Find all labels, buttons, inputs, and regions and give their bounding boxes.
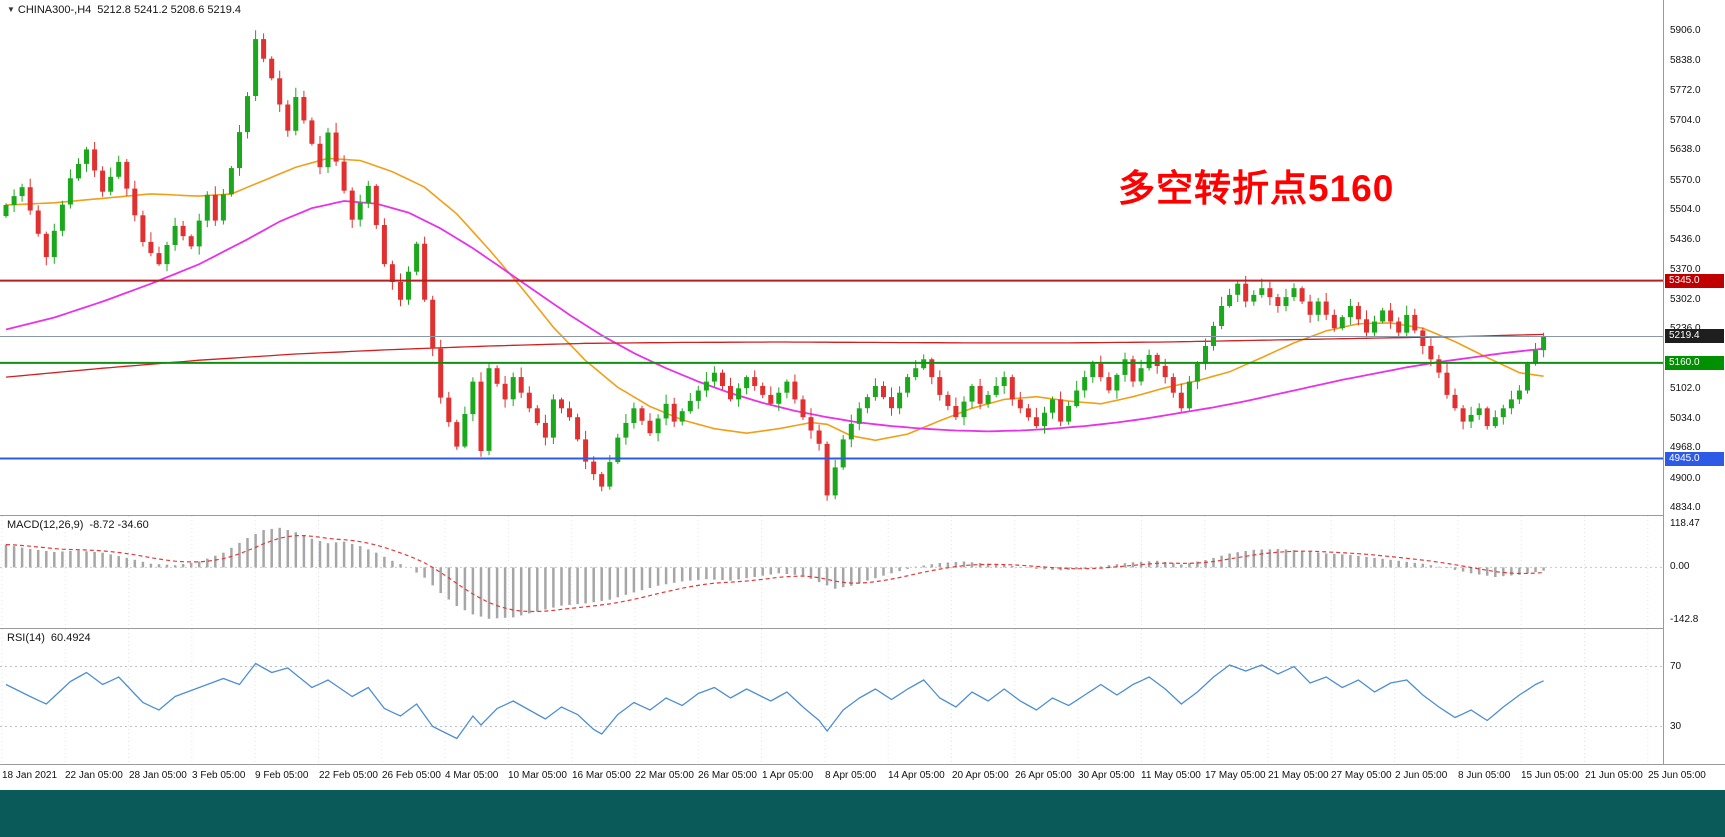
- symbol-info: ▼ CHINA300-,H4 5212.8 5241.2 5208.6 5219.4: [7, 4, 241, 16]
- panel-splitter-macd[interactable]: [0, 515, 1725, 516]
- panel-splitter-rsi[interactable]: [0, 628, 1725, 629]
- ohlc-readout: 5212.8 5241.2 5208.6 5219.4: [97, 4, 242, 16]
- time-tick-label: 22 Jan 05:00: [65, 770, 123, 781]
- time-tick-label: 26 Feb 05:00: [382, 770, 441, 781]
- time-tick-label: 4 Mar 05:00: [445, 770, 499, 781]
- price-axis[interactable]: 5906.0 5838.0 5772.0 5704.0 5638.0 5570.0 5504…: [1663, 0, 1725, 764]
- price-tick-label: 5704.0: [1670, 115, 1701, 126]
- rsi-name: RSI(14): [7, 632, 45, 644]
- macd-panel[interactable]: [0, 516, 1663, 633]
- macd-values: -8.72 -34.60: [89, 519, 149, 531]
- time-tick-label: 16 Mar 05:00: [572, 770, 631, 781]
- time-tick-label: 8 Jun 05:00: [1458, 770, 1511, 781]
- price-tick-label: 5772.0: [1670, 85, 1701, 96]
- price-tick-label: 5302.0: [1670, 294, 1701, 305]
- time-tick-label: 21 Jun 05:00: [1585, 770, 1643, 781]
- macd-name: MACD(12,26,9): [7, 519, 84, 531]
- price-highlight-label: 5345.0: [1665, 274, 1724, 288]
- rsi-canvas[interactable]: [0, 629, 1663, 764]
- price-tick-label: 5838.0: [1670, 55, 1701, 66]
- time-tick-label: 1 Apr 05:00: [762, 770, 814, 781]
- macd-indicator-label: MACD(12,26,9) -8.72 -34.60: [7, 519, 149, 531]
- price-tick-label: 5370.0: [1670, 264, 1701, 275]
- time-tick-label: 15 Jun 05:00: [1521, 770, 1579, 781]
- time-tick-label: 28 Jan 05:00: [129, 770, 187, 781]
- rsi-tick-label: 70: [1670, 661, 1682, 672]
- price-tick-label: 5436.0: [1670, 234, 1701, 245]
- time-tick-label: 10 Mar 05:00: [508, 770, 567, 781]
- macd-tick-label: 0.00: [1670, 561, 1690, 572]
- time-tick-label: 22 Feb 05:00: [319, 770, 378, 781]
- time-tick-label: 21 May 05:00: [1268, 770, 1329, 781]
- price-tick-label: 5638.0: [1670, 144, 1701, 155]
- price-tick-label: 5034.0: [1670, 413, 1701, 424]
- time-tick-label: 14 Apr 05:00: [888, 770, 945, 781]
- time-tick-label: 18 Jan 2021: [2, 770, 58, 781]
- time-tick-label: 26 Mar 05:00: [698, 770, 757, 781]
- time-tick-label: 20 Apr 05:00: [952, 770, 1009, 781]
- price-tick-label: 4834.0: [1670, 502, 1701, 513]
- time-tick-label: 26 Apr 05:00: [1015, 770, 1072, 781]
- time-tick-label: 27 May 05:00: [1331, 770, 1392, 781]
- price-tick-label: 5570.0: [1670, 175, 1701, 186]
- price-tick-label: 4968.0: [1670, 442, 1701, 453]
- time-tick-label: 17 May 05:00: [1205, 770, 1266, 781]
- time-axis[interactable]: 18 Jan 2021 22 Jan 05:00 28 Jan 05:00 3 Feb…: [0, 764, 1725, 790]
- macd-tick-label: 118.47: [1670, 518, 1700, 529]
- time-tick-label: 22 Mar 05:00: [635, 770, 694, 781]
- rsi-value: 60.4924: [50, 632, 91, 644]
- price-tick-label: 5504.0: [1670, 204, 1701, 215]
- price-highlight-label: 5219.4: [1665, 329, 1724, 343]
- time-tick-label: 9 Feb 05:00: [255, 770, 309, 781]
- time-tick-label: 3 Feb 05:00: [192, 770, 246, 781]
- time-tick-label: 25 Jun 05:00: [1648, 770, 1706, 781]
- price-highlight-label: 4945.0: [1665, 452, 1724, 466]
- symbol-title: CHINA300-,H4: [17, 4, 92, 16]
- chart-context-arrow-icon[interactable]: ▼: [7, 5, 15, 14]
- rsi-indicator-label: RSI(14) 60.4924: [7, 632, 91, 644]
- rsi-panel[interactable]: [0, 629, 1663, 769]
- time-tick-label: 30 Apr 05:00: [1078, 770, 1135, 781]
- time-tick-label: 2 Jun 05:00: [1395, 770, 1448, 781]
- price-tick-label: 5906.0: [1670, 25, 1701, 36]
- rsi-tick-label: 30: [1670, 721, 1682, 732]
- time-tick-label: 8 Apr 05:00: [825, 770, 877, 781]
- chart-annotation-text: 多空转折点5160: [1118, 168, 1395, 209]
- bottom-taskbar[interactable]: [0, 790, 1725, 837]
- macd-tick-label: -142.8: [1670, 614, 1699, 625]
- price-tick-label: 5236.0: [1670, 323, 1701, 335]
- time-tick-label: 11 May 05:00: [1141, 770, 1201, 781]
- main-chart-canvas[interactable]: [0, 0, 1663, 515]
- main-chart-panel[interactable]: [0, 0, 1663, 520]
- price-highlight-label: 5160.0: [1665, 356, 1724, 370]
- price-tick-label: 5102.0: [1670, 383, 1701, 394]
- price-tick-label: 4900.0: [1670, 473, 1701, 484]
- macd-canvas[interactable]: [0, 516, 1663, 628]
